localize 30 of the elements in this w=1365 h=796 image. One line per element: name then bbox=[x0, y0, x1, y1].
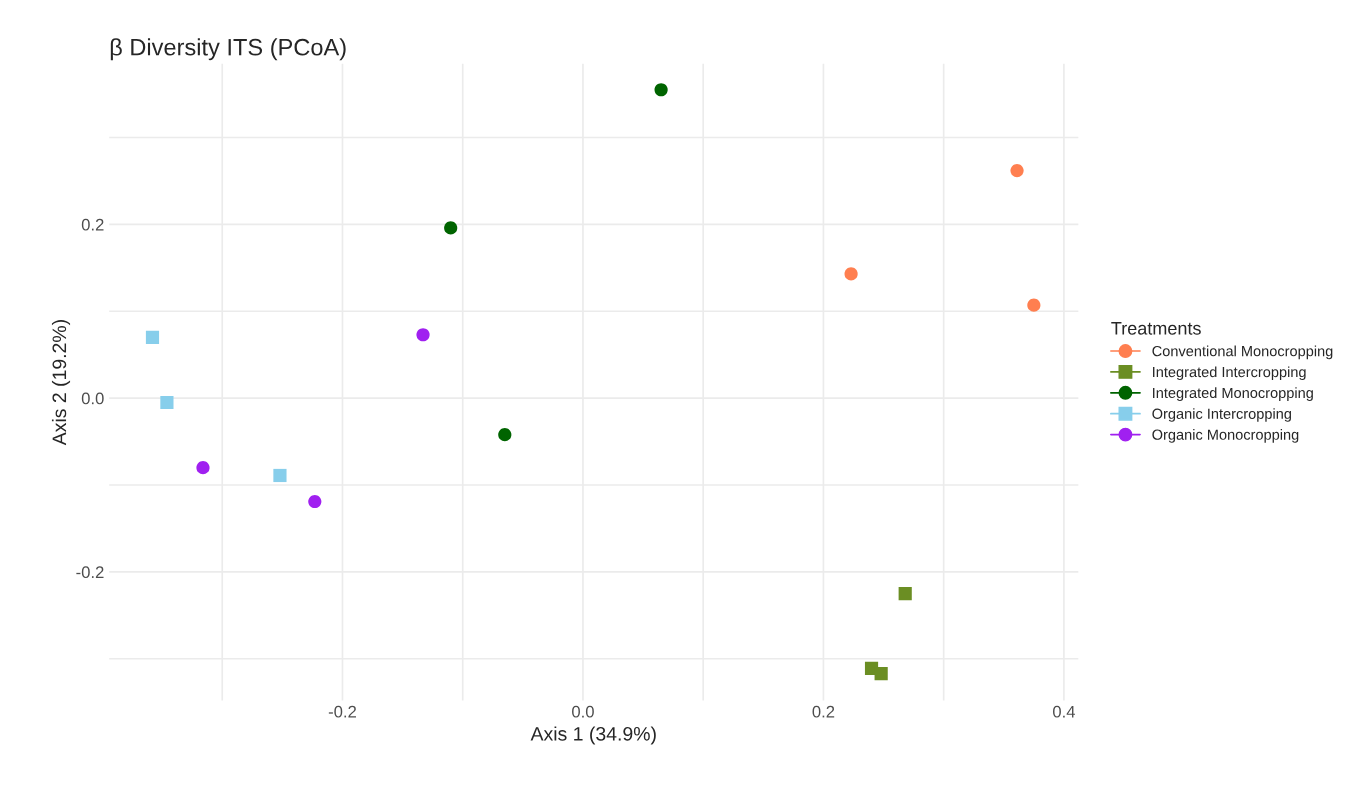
point bbox=[273, 468, 287, 483]
x-tick-label: -0.2 bbox=[328, 705, 356, 718]
point bbox=[654, 83, 668, 97]
y-tick-label: 0.0 bbox=[81, 392, 104, 405]
legend-title: Treatments bbox=[1111, 322, 1201, 335]
point bbox=[416, 328, 430, 342]
x-tick-label: 0.2 bbox=[812, 705, 835, 718]
legend-label: Conventional Monocropping bbox=[1152, 345, 1333, 360]
y-tick-label: 0.2 bbox=[81, 218, 104, 231]
legend-label: Organic Intercropping bbox=[1152, 408, 1291, 422]
point bbox=[1010, 163, 1024, 178]
x-axis-title: Axis 1 (34.9%) bbox=[530, 726, 656, 745]
legend-label: Integrated Intercropping bbox=[1153, 366, 1306, 381]
point bbox=[444, 221, 458, 235]
x-tick-label: 0.0 bbox=[572, 705, 594, 718]
point bbox=[1027, 298, 1041, 312]
point bbox=[898, 587, 912, 601]
y-tick-label: -0.2 bbox=[76, 566, 104, 579]
point bbox=[308, 494, 322, 509]
legend-label: Organic Monocropping bbox=[1152, 429, 1299, 443]
point bbox=[145, 330, 160, 344]
x-tick-label: 0.4 bbox=[1052, 705, 1076, 718]
point bbox=[160, 395, 174, 410]
point bbox=[498, 428, 512, 442]
point bbox=[196, 461, 210, 475]
chart-title: β Diversity ITS (PCoA) bbox=[110, 38, 346, 61]
point bbox=[844, 267, 858, 281]
point bbox=[874, 666, 888, 681]
legend-label: Integrated Monocropping bbox=[1153, 387, 1313, 401]
y-axis-title: Axis 2 (19.2%) bbox=[51, 320, 71, 446]
